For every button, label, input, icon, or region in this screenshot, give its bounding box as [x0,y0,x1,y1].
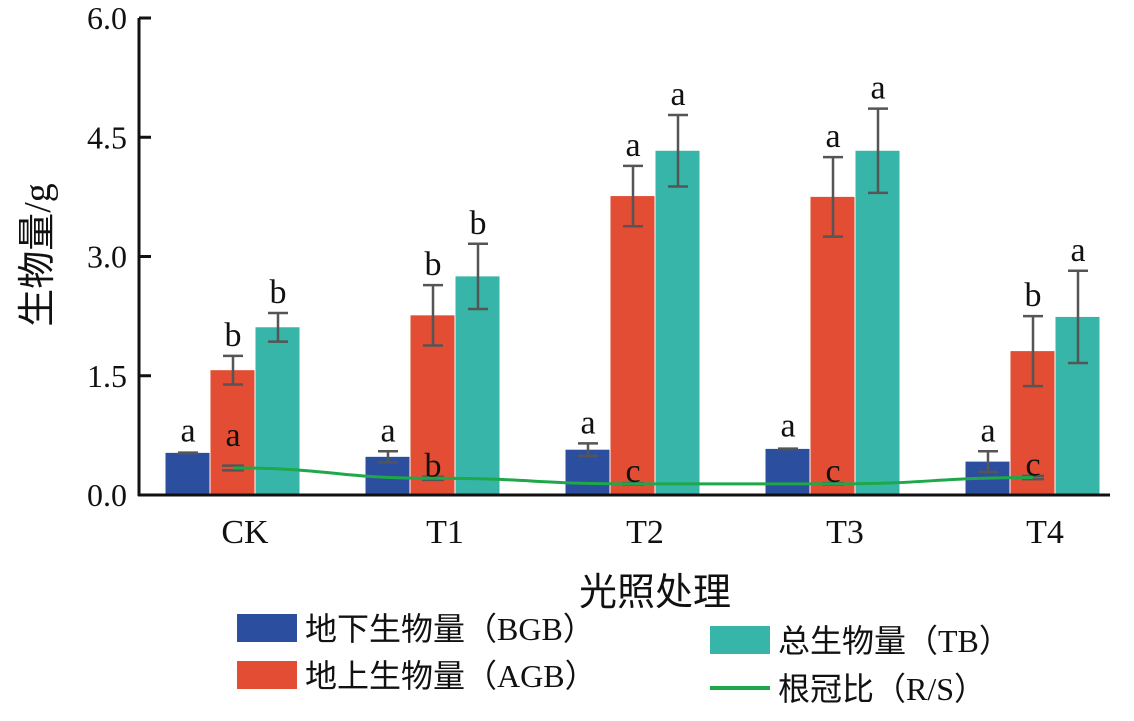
significance-letter: b [225,317,242,354]
rs-significance-letter: a [225,417,240,454]
significance-letter: b [425,246,442,283]
legend-label: 总生物量（TB） [778,623,1011,659]
y-tick-label: 3.0 [87,239,127,275]
y-axis-label: 生物量/g [17,183,59,327]
significance-letter: a [825,118,840,155]
x-tick-label: T1 [426,514,464,551]
significance-letter: a [870,70,885,107]
legend-swatch [237,661,297,689]
y-tick-label: 6.0 [87,0,127,36]
x-axis-label: 光照处理 [579,572,731,614]
significance-letter: a [625,127,640,164]
significance-letter: a [580,404,595,441]
rs-significance-letter: c [625,453,640,490]
rs-line [232,466,1034,486]
significance-letter: a [980,412,995,449]
y-tick-label: 0.0 [87,477,127,513]
significance-letter: b [270,274,287,311]
bar-2-T3 [855,150,900,495]
significance-letter: a [180,412,195,449]
legend-swatch [237,614,297,642]
significance-letter: b [1025,277,1042,314]
significance-letter: a [780,408,795,445]
y-tick-label: 4.5 [87,119,127,155]
bar-2-T1 [455,276,500,495]
rs-significance-letter: c [1025,447,1040,484]
x-tick-label: T2 [626,514,664,551]
rs-significance-letter: c [825,453,840,490]
bar-2-T2 [655,150,700,495]
x-tick-label: CK [221,514,269,551]
bar-1-CK [210,370,255,495]
bar-0-T3 [765,448,810,495]
legend-label: 地上生物量（AGB） [305,658,597,694]
rs-significance-letter: b [425,447,442,484]
y-tick-label: 1.5 [87,358,127,394]
significance-letter: b [470,205,487,242]
bar-1-T3 [810,196,855,495]
significance-letter: a [380,412,395,449]
x-tick-label: T3 [826,514,864,551]
significance-letter: a [1070,232,1085,269]
legend-label: 地下生物量（BGB） [305,611,595,647]
legend-label: 根冠比（R/S） [778,671,986,707]
x-tick-label: T4 [1026,514,1064,551]
bar-1-T2 [610,196,655,495]
significance-letter: a [670,76,685,113]
bar-0-CK [165,452,210,495]
legend-swatch [710,626,770,654]
